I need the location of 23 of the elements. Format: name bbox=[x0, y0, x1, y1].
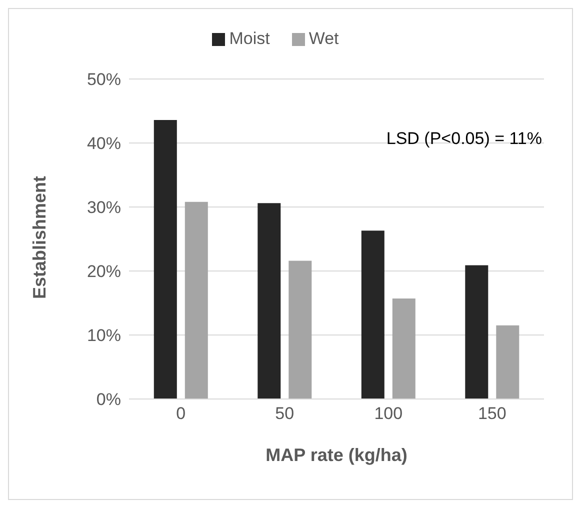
y-tick-label: 50% bbox=[86, 70, 121, 90]
legend-label: Wet bbox=[308, 29, 339, 48]
x-tick-label: 150 bbox=[478, 404, 506, 424]
bar bbox=[288, 260, 312, 399]
x-tick-label: 50 bbox=[275, 404, 294, 424]
x-tick-label: 100 bbox=[374, 404, 403, 424]
x-axis-title: MAP rate (kg/ha) bbox=[266, 445, 408, 465]
y-axis-title: Establishment bbox=[29, 176, 50, 299]
bar bbox=[258, 203, 281, 399]
y-tick-label: 0% bbox=[96, 390, 121, 410]
bar bbox=[392, 298, 416, 399]
bar bbox=[154, 120, 177, 399]
bar bbox=[496, 325, 520, 399]
bar bbox=[184, 202, 208, 399]
x-tick-label: 0 bbox=[176, 404, 186, 424]
y-tick-label: 20% bbox=[86, 262, 121, 282]
y-tick-label: 30% bbox=[86, 198, 121, 218]
legend-label: Moist bbox=[229, 29, 270, 48]
annotation: LSD (P<0.05) = 11% bbox=[386, 129, 542, 149]
bar bbox=[465, 265, 488, 399]
bar bbox=[361, 230, 384, 399]
y-tick-label: 10% bbox=[86, 326, 121, 346]
y-tick-label: 40% bbox=[86, 134, 121, 154]
